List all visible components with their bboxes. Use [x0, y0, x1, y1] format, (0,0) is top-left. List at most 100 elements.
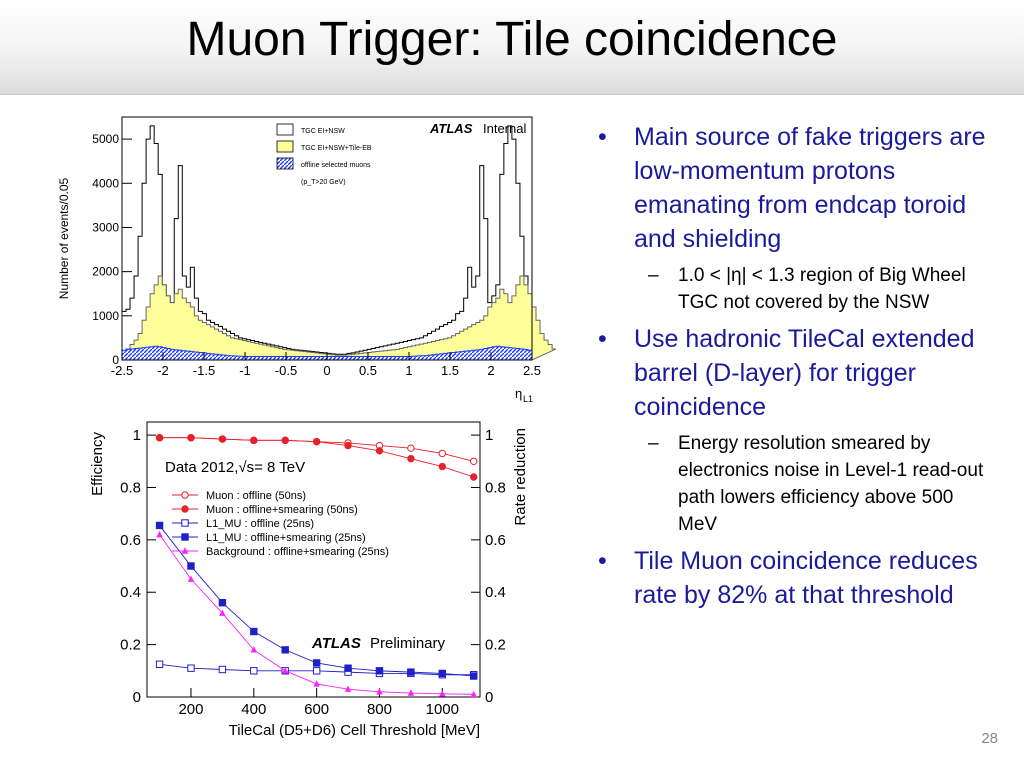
hist-atlas-suffix: Internal — [483, 121, 526, 136]
eff-frame — [146, 421, 481, 698]
hist-x-axis-label-sub: L1 — [523, 394, 533, 404]
eff-point — [250, 646, 258, 653]
eff-point — [156, 530, 163, 538]
eff-point — [313, 680, 320, 687]
eff-x-axis-label: TileCal (D5+D6) Cell Threshold [MeV] — [229, 722, 480, 739]
eff-y2-tick-label: 1 — [485, 427, 493, 444]
hist-x-tick-label: -2 — [157, 363, 169, 378]
eff-legend-entry: L1_MU : offline (25ns) — [206, 518, 314, 530]
eff-point — [312, 437, 321, 446]
eff-y-tick-label: 0.6 — [120, 532, 141, 549]
eff-y2-tick-label: 0.2 — [485, 637, 506, 654]
eff-point — [470, 473, 478, 481]
hist-legend-swatch — [276, 123, 294, 136]
eff-point — [187, 575, 195, 582]
hist-y-tick-label: 1000 — [92, 309, 119, 323]
hist-legend-swatch — [276, 157, 294, 170]
eff-point — [312, 667, 321, 675]
sub-bullet-1: 1.0 < |η| < 1.3 region of Big Wheel TGC … — [592, 262, 992, 316]
hist-legend-entry: TGC EI+NSW — [301, 128, 345, 135]
eff-point — [376, 688, 383, 695]
eff-point — [312, 659, 321, 667]
eff-point — [407, 454, 415, 463]
bullet-2: Use hadronic TileCal extended barrel (D-… — [592, 322, 992, 424]
eff-point — [438, 449, 447, 458]
hist-legend-entry: offline selected muons — [301, 162, 371, 169]
eff-point — [344, 685, 352, 692]
hist-x-tick-label: -1 — [239, 363, 251, 378]
slide-title: Muon Trigger: Tile coincidence — [186, 13, 838, 66]
eff-x-tick-label: 1000 — [426, 701, 459, 718]
eff-x-tick-label: 200 — [178, 701, 203, 718]
eff-point — [470, 690, 477, 698]
eff-point — [344, 664, 352, 672]
hist-series-3 — [121, 345, 533, 361]
eff-point — [218, 435, 227, 443]
eff-point — [470, 672, 478, 680]
eff-series-4 — [155, 521, 478, 680]
eff-legend-entry: Background : offline+smearing (25ns) — [206, 546, 389, 558]
hist-x-tick-label: 1.5 — [441, 363, 459, 378]
hist-x-tick-label: -2.5 — [111, 363, 133, 378]
eff-point — [438, 462, 447, 471]
hist-y-tick-label: 3000 — [92, 220, 119, 234]
hist-x-axis-label: η — [515, 386, 522, 401]
eff-point — [155, 660, 164, 668]
hist-legend-swatch — [276, 140, 294, 153]
eff-data-label: Data 2012,√s= 8 TeV — [165, 459, 305, 476]
eff-point — [407, 689, 415, 696]
eff-y2-axis-label: Rate reduction — [512, 428, 529, 526]
eff-legend-entry: Muon : offline (50ns) — [206, 490, 306, 502]
eff-y-tick-label: 0.2 — [120, 637, 141, 654]
eff-point — [344, 441, 352, 450]
hist-x-tick-label: 0 — [323, 363, 330, 378]
eff-point — [155, 521, 164, 530]
hist-atlas-label: ATLAS — [429, 121, 473, 136]
hist-x-tick-label: 0.5 — [359, 363, 377, 378]
hist-y-tick-label: 2000 — [92, 265, 119, 279]
eta-histogram: -2.5 -2 -1.5 -1 -0.5 0 0.5 1 1.5 2 2.5 0 1000 2000 300… — [57, 116, 557, 404]
eff-point — [181, 491, 189, 499]
eff-atlas-suffix: Preliminary — [370, 635, 446, 652]
eff-point — [250, 627, 258, 636]
hist-x-tick-label: -1.5 — [193, 363, 215, 378]
eff-y-tick-label: 0 — [133, 689, 141, 706]
eff-y2-tick-label: 0.8 — [485, 479, 506, 496]
eff-y2-tick-label: 0.4 — [485, 584, 506, 601]
eff-point — [181, 519, 189, 527]
eff-y-tick-label: 1 — [133, 427, 141, 444]
eff-point — [219, 609, 226, 616]
efficiency-chart: 200 400 600 800 1000 0 0.2 0.4 0.6 0.8 1 0 0.2 0.4 0.6… — [89, 421, 529, 739]
eff-x-tick-label: 400 — [241, 701, 266, 718]
hist-y-tick-label: 4000 — [92, 176, 119, 190]
eff-point — [187, 434, 195, 442]
title-bar — [0, 0, 1024, 95]
eff-point — [407, 668, 415, 676]
eff-point — [281, 436, 289, 445]
eff-point — [282, 667, 289, 674]
eff-y-tick-label: 0.8 — [120, 479, 141, 496]
eff-point — [375, 667, 384, 675]
hist-legend-entry: (p_T>20 GeV) — [301, 179, 346, 186]
hist-series-2 — [121, 275, 557, 361]
eff-point — [218, 599, 227, 607]
eff-point — [218, 665, 227, 674]
sub-bullet-2: Energy resolution smeared by electronics… — [592, 430, 992, 538]
eff-series-5 — [156, 530, 477, 698]
eff-x-tick-label: 800 — [367, 701, 392, 718]
eff-point — [407, 444, 415, 452]
eff-y2-tick-label: 0 — [485, 689, 493, 706]
eff-point — [155, 434, 164, 442]
bullet-3: Tile Muon coincidence reduces rate by 82… — [592, 544, 992, 612]
eff-point — [181, 505, 189, 513]
eff-point — [181, 533, 189, 541]
hist-y-axis-label: Number of events/0.05 — [57, 177, 71, 299]
eff-point — [470, 457, 478, 465]
eff-point — [375, 447, 384, 455]
bullet-list: Main source of fake triggers are low-mom… — [592, 120, 992, 618]
eff-atlas-label: ATLAS — [311, 635, 361, 652]
page-number: 28 — [981, 730, 998, 747]
hist-x-tick-label: -0.5 — [275, 363, 297, 378]
eff-point — [187, 562, 195, 570]
eff-y2-tick-label: 0.6 — [485, 532, 506, 549]
